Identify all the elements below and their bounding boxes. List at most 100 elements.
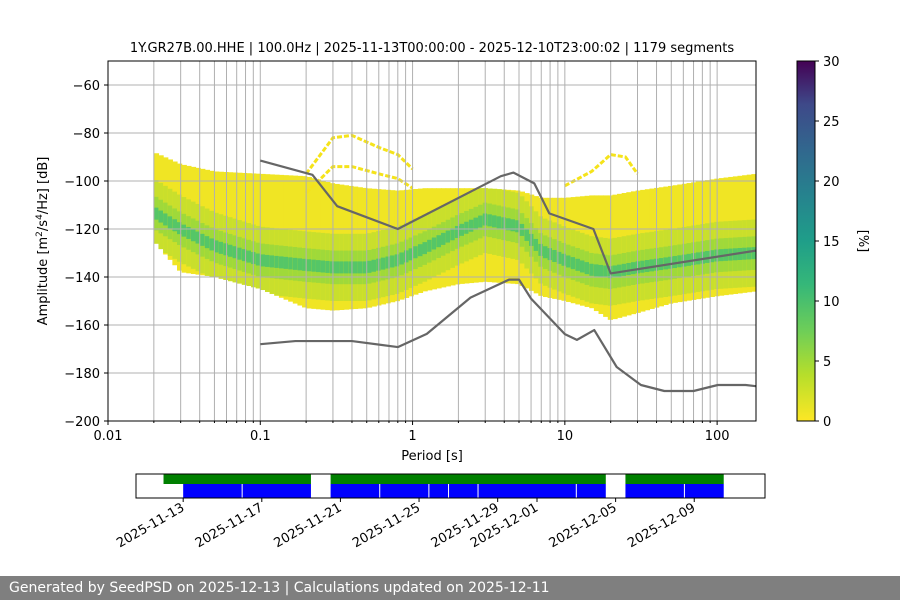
psd-mode-column — [218, 241, 224, 254]
psd-mode-column — [431, 237, 437, 250]
psd-mode-column — [385, 256, 391, 269]
psd-outlier-curve — [304, 133, 414, 175]
y-tick-label: −60 — [73, 79, 100, 94]
colorbar — [796, 60, 816, 422]
psd-mode-column — [552, 249, 558, 262]
psd-mode-column — [200, 233, 206, 246]
timeline-tick-label: 2025-12-09 — [625, 500, 698, 551]
psd-mode-column — [274, 255, 280, 268]
y-label-part-1: Amplitude [m — [36, 237, 51, 326]
psd-mode-column — [510, 219, 516, 232]
y-label-exp-1: 2 — [35, 231, 45, 237]
psd-mode-column — [491, 215, 498, 228]
psd-mode-column — [473, 217, 479, 230]
psd-mode-column — [167, 216, 173, 229]
psd-mode-column — [339, 261, 345, 274]
psd-mode-column — [223, 243, 229, 256]
psd-mode-column — [246, 250, 252, 263]
psd-mode-column — [241, 249, 248, 262]
timeline-frame-border — [135, 473, 766, 499]
x-tick-label: 1 — [408, 429, 416, 444]
psd-mode-column — [519, 223, 526, 236]
psd-mode-column — [380, 257, 387, 270]
timeline-green-segment — [163, 474, 311, 484]
psd-mode-column — [362, 261, 368, 274]
psd-mode-column — [746, 247, 752, 260]
y-label-part-2: /s — [36, 220, 51, 231]
psd-mode-column — [413, 246, 419, 259]
psd-mode-column — [630, 262, 637, 275]
psd-mode-column — [288, 257, 294, 270]
psd-mode-column — [468, 219, 475, 232]
psd-mode-column — [640, 260, 646, 273]
psd-mode-column — [589, 263, 595, 276]
psd-mode-column — [172, 219, 178, 232]
y-tick-label: −100 — [64, 175, 100, 190]
psd-mode-column — [278, 256, 285, 269]
timeline-tick-label: 2025-11-25 — [350, 500, 423, 551]
psd-density-layer — [153, 133, 756, 320]
psd-mode-column — [445, 230, 451, 243]
psd-mode-column — [227, 244, 234, 257]
colorbar-tick-label: 30 — [823, 55, 840, 70]
psd-mode-column — [603, 265, 609, 278]
data-availability-timeline: 2025-11-13 2025-11-17 2025-11-21 2025-11-25… — [114, 473, 766, 551]
psd-mode-column — [478, 215, 484, 228]
psd-mode-column — [357, 261, 363, 274]
psd-mode-column — [371, 259, 377, 272]
y-axis-label: Amplitude [m2/s4/Hz] [dB] — [35, 157, 51, 326]
psd-mode-column — [681, 254, 688, 267]
psd-mode-column — [658, 258, 664, 271]
psd-mode-column — [667, 256, 674, 269]
psd-mode-column — [695, 252, 702, 265]
psd-mode-column — [626, 262, 632, 275]
colorbar-tick-label: 20 — [823, 175, 840, 190]
grid-lines — [108, 61, 756, 421]
psd-mode-column — [283, 256, 289, 269]
psd-mode-column — [612, 265, 618, 278]
psd-mode-column — [417, 244, 424, 257]
y-tick-label: −120 — [64, 223, 100, 238]
y-tick-label: −140 — [64, 271, 100, 286]
psd-mode-column — [436, 235, 442, 248]
psd-mode-column — [353, 261, 359, 274]
psd-mode-column — [709, 250, 715, 263]
psd-mode-column — [663, 257, 669, 270]
psd-mode-column — [292, 257, 299, 270]
psd-mode-column — [163, 213, 169, 226]
psd-mode-column — [325, 260, 331, 273]
psd-mode-column — [454, 225, 461, 238]
psd-mode-column — [556, 251, 563, 264]
psd-mode-column — [403, 250, 410, 263]
colorbar-tick-label: 0 — [823, 415, 831, 430]
psd-mode-column — [311, 259, 317, 272]
psd-mode-column — [190, 229, 197, 242]
timeline-blue-segment — [183, 484, 311, 498]
colorbar-tick-label: 15 — [823, 235, 840, 250]
colorbar-ticks: 0 5 10 15 20 25 30 — [815, 55, 840, 430]
psd-mode-column — [570, 257, 576, 270]
psd-mode-column — [204, 236, 211, 249]
psd-mode-column — [593, 264, 600, 277]
y-label-exp-2: 4 — [35, 214, 45, 220]
nlnm-line — [260, 278, 756, 393]
psd-mode-column — [542, 246, 549, 259]
psd-mode-column — [315, 260, 322, 273]
plot-frame — [107, 60, 757, 422]
timeline-tick-label: 2025-12-05 — [547, 500, 620, 551]
psd-mode-column — [408, 248, 414, 261]
x-axis-label: Period [s] — [401, 449, 463, 464]
y-label-part-3: /Hz] [dB] — [36, 157, 51, 215]
psd-mode-column — [621, 263, 627, 276]
psd-mode-column — [297, 258, 303, 271]
psd-mode-column — [705, 250, 711, 263]
psd-mode-column — [751, 247, 756, 260]
psd-mode-column — [524, 228, 530, 241]
y-tick-label: −160 — [64, 319, 100, 334]
psd-mode-column — [306, 259, 312, 272]
psd-mode-column — [366, 260, 373, 273]
psd-mode-column — [635, 261, 641, 274]
psd-mode-column — [459, 223, 465, 236]
nhnm-line — [259, 159, 756, 275]
